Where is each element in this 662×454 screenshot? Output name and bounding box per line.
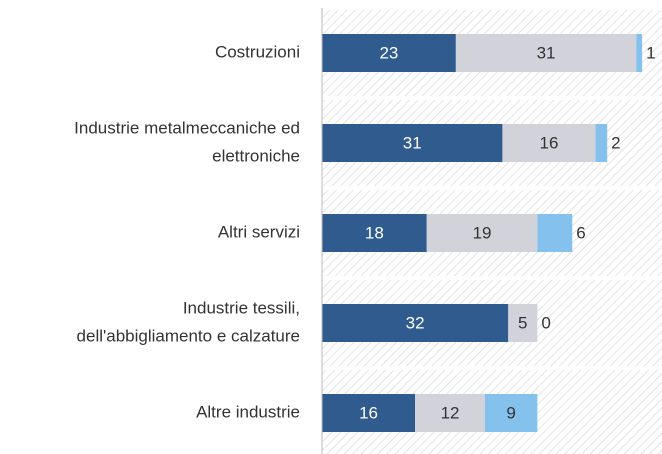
value-label: 32 bbox=[406, 313, 425, 332]
value-label: 9 bbox=[506, 403, 515, 422]
category-label: Altri servizi bbox=[218, 222, 300, 241]
bar-segment bbox=[322, 34, 456, 72]
category-label: Altre industrie bbox=[196, 402, 300, 421]
value-label: 18 bbox=[365, 223, 384, 242]
category-label: Industrie tessili, bbox=[183, 298, 300, 317]
value-label: 23 bbox=[379, 43, 398, 62]
category-label: dell'abbigliamento e calzature bbox=[77, 326, 300, 345]
bar-segment bbox=[455, 34, 637, 72]
value-label: 5 bbox=[518, 313, 527, 332]
value-label: 31 bbox=[403, 133, 422, 152]
bar-segment bbox=[322, 124, 503, 162]
value-label: 12 bbox=[441, 403, 460, 422]
bar-segment bbox=[484, 394, 538, 432]
value-label: 2 bbox=[611, 133, 620, 152]
bar-segment bbox=[502, 124, 596, 162]
value-label: 0 bbox=[541, 313, 550, 332]
bar-segment bbox=[537, 214, 573, 252]
category-label: Costruzioni bbox=[215, 42, 300, 61]
value-label: 16 bbox=[359, 403, 378, 422]
value-label: 6 bbox=[576, 223, 585, 242]
bar-segment bbox=[415, 394, 485, 432]
value-label: 16 bbox=[540, 133, 559, 152]
bar-segment bbox=[322, 214, 427, 252]
bar-segment bbox=[426, 214, 538, 252]
bar-segment bbox=[508, 304, 538, 342]
value-label: 1 bbox=[646, 43, 655, 62]
bar-segment bbox=[322, 304, 509, 342]
bar-segment bbox=[322, 394, 416, 432]
value-label: 19 bbox=[473, 223, 492, 242]
value-label: 31 bbox=[537, 43, 556, 62]
category-label: elettroniche bbox=[212, 146, 300, 165]
bar-segment bbox=[595, 124, 608, 162]
bar-segment bbox=[636, 34, 643, 72]
category-label: Industrie metalmeccaniche ed bbox=[74, 118, 300, 137]
